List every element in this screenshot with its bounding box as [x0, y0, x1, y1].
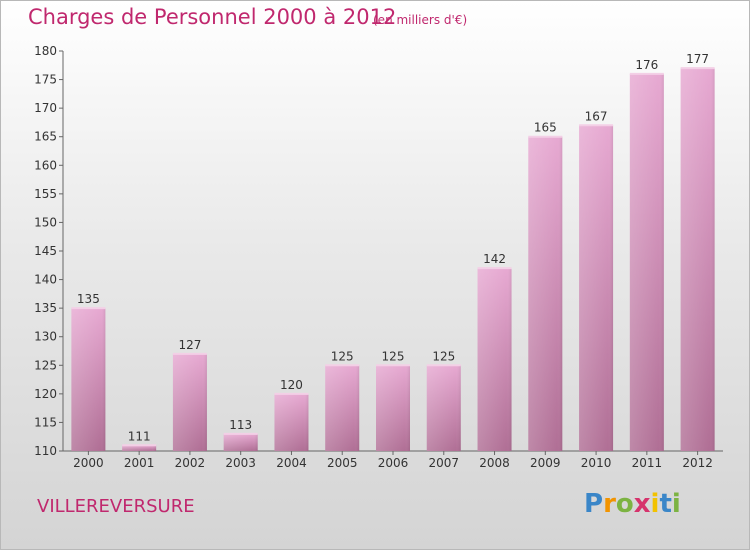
commune-name: VILLEREVERSURE — [37, 496, 195, 517]
y-tick-label: 130 — [34, 330, 57, 344]
chart-subtitle: (en milliers d'€) — [373, 13, 468, 27]
bar-shade-2005 — [325, 365, 360, 451]
bar-shade-2007 — [426, 365, 461, 451]
bar-shade-2009 — [528, 136, 563, 451]
y-tick-label: 180 — [34, 44, 57, 58]
value-label: 127 — [178, 338, 201, 352]
x-axis: 2000 2001 2002 2003 2004 2005 2006 2007 2008 2009… — [63, 450, 723, 470]
y-tick-label: 125 — [34, 358, 57, 372]
value-label: 142 — [483, 252, 506, 266]
x-tick-label: 2012 — [682, 456, 713, 470]
value-label: 165 — [534, 121, 557, 135]
bar-shade-2000 — [71, 308, 106, 451]
y-tick-label: 110 — [34, 444, 57, 458]
value-label: 167 — [585, 109, 608, 123]
bar-shade-2001 — [122, 445, 157, 451]
x-tick-label: 2008 — [479, 456, 510, 470]
logo-letter: r — [603, 489, 616, 519]
y-tick-label: 120 — [34, 387, 57, 401]
bar-shade-2008 — [477, 268, 512, 451]
x-tick-label: 2006 — [378, 456, 409, 470]
logo-letter: o — [615, 489, 634, 519]
y-tick-label: 155 — [34, 187, 57, 201]
value-label: 120 — [280, 378, 303, 392]
y-tick-label: 150 — [34, 215, 57, 229]
x-tick-label: 2000 — [73, 456, 104, 470]
bar-shade-2002 — [172, 353, 207, 451]
y-tick-label: 135 — [34, 301, 57, 315]
y-tick-label: 160 — [34, 158, 57, 172]
x-tick-label: 2003 — [225, 456, 256, 470]
bar-shade-2004 — [274, 393, 309, 451]
x-tick-label: 2001 — [124, 456, 155, 470]
logo-letter: P — [584, 489, 604, 519]
value-label: 125 — [432, 349, 455, 363]
x-tick-label: 2009 — [530, 456, 561, 470]
bar-shade-2012 — [680, 68, 715, 452]
value-label: 176 — [635, 58, 658, 72]
bar-shade-2006 — [376, 365, 410, 451]
value-label: 125 — [382, 349, 405, 363]
x-tick-label: 2005 — [327, 456, 358, 470]
y-tick-label: 115 — [34, 415, 57, 429]
value-label: 113 — [229, 418, 252, 432]
y-axis: 110 115 120 125 130 135 140 145 150 155 160 165 170 1… — [34, 44, 64, 458]
bar-shade-2003 — [223, 433, 258, 451]
proxiti-logo: Proxiti — [584, 489, 681, 519]
bar-shade-2010 — [579, 125, 614, 452]
x-tick-label: 2002 — [175, 456, 206, 470]
value-label: 111 — [128, 429, 151, 443]
bar-shade-2011 — [629, 73, 664, 451]
logo-letter: i — [671, 489, 681, 519]
y-tick-label: 165 — [34, 130, 57, 144]
value-label: 135 — [77, 292, 100, 306]
bars-group — [71, 67, 715, 452]
x-tick-label: 2011 — [632, 456, 663, 470]
y-tick-label: 170 — [34, 101, 57, 115]
logo-letter: t — [659, 489, 672, 519]
y-tick-label: 145 — [34, 244, 57, 258]
value-label: 177 — [686, 52, 709, 66]
x-tick-label: 2010 — [581, 456, 612, 470]
x-tick-label: 2007 — [428, 456, 459, 470]
logo-letter: i — [650, 489, 660, 519]
value-labels-group: 135 111 127 113 120 125 125 125 142 165 167 176 177 — [77, 52, 709, 443]
chart-title: Charges de Personnel 2000 à 2012 — [28, 5, 397, 29]
y-tick-label: 175 — [34, 73, 57, 87]
value-label: 125 — [331, 349, 354, 363]
y-tick-label: 140 — [34, 273, 57, 287]
x-tick-label: 2004 — [276, 456, 307, 470]
logo-letter: x — [633, 489, 651, 519]
